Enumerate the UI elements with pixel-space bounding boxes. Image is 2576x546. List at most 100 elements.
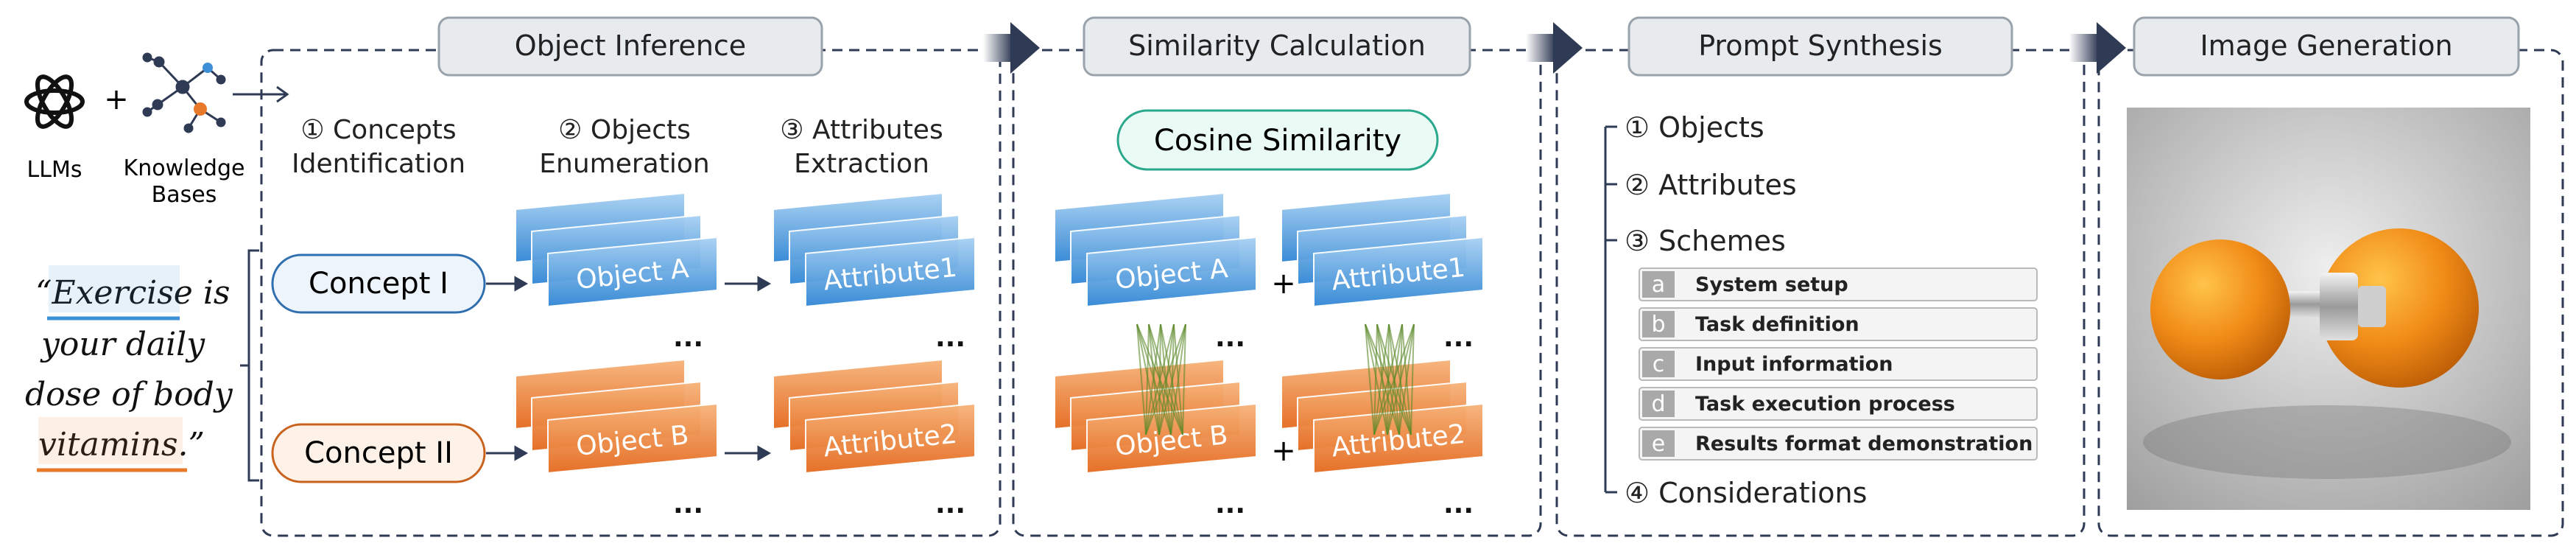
concept-2-label: Concept II: [304, 436, 453, 470]
sim-object-a-stack-card: [1086, 236, 1257, 308]
concept-1-label: Concept I: [309, 267, 448, 301]
generated-image: [2127, 108, 2530, 510]
similarity-link: [1170, 323, 1186, 435]
attribute-1-stack: [773, 192, 976, 308]
prompt-item-attributes: ② Attributes: [1625, 169, 1797, 201]
scheme-list: a System setup b Task definition c Input info…: [1639, 267, 2038, 461]
sim-attribute-1-stack-ellipsis: ...: [1443, 323, 1474, 353]
prompt-item-considerations: ④ Considerations: [1625, 477, 1867, 509]
scheme-letter-badge: [1642, 351, 1675, 377]
llm-logo-icon: [24, 74, 85, 129]
step-concepts-1: ① Concepts: [300, 115, 456, 145]
quote-bracket: [240, 249, 259, 482]
highlight-exercise: [49, 265, 180, 312]
scheme-letter-badge: [1642, 311, 1675, 337]
similarity-link: [1373, 323, 1390, 435]
prompt-item-objects: ① Objects: [1625, 111, 1764, 144]
panel-prompt-synthesis: [1555, 49, 2086, 537]
sim-object-a-stack-ellipsis: ...: [1215, 323, 1245, 353]
scheme-label: Task execution process: [1695, 393, 1955, 416]
concept-1-box: [271, 253, 486, 314]
step-attributes-2: Extraction: [794, 149, 929, 179]
cosine-similarity-label: Cosine Similarity: [1154, 124, 1401, 158]
stage-title-image-generation: Image Generation: [2200, 29, 2452, 62]
similarity-link: [1145, 323, 1161, 435]
sim-object-b-stack-card: [1086, 402, 1257, 475]
object-b-stack-ellipsis: ...: [673, 489, 703, 519]
scheme-letter-badge: [1642, 391, 1675, 417]
object-b-stack-card: [547, 402, 718, 475]
plus-lower: +: [1271, 434, 1296, 468]
quote-line-4: vitamins.”: [38, 426, 205, 463]
scheme-label: Task definition: [1695, 313, 1859, 336]
similarity-link: [1182, 323, 1186, 435]
panel-similarity-calculation: [1012, 49, 1542, 537]
scheme-letter: c: [1653, 351, 1665, 377]
plus-upper: +: [1271, 267, 1296, 301]
scheme-label: Input information: [1695, 353, 1893, 376]
similarity-link: [1365, 323, 1375, 435]
orange-left-icon: [2150, 239, 2290, 379]
knowledge-label-1: Knowledge: [124, 155, 245, 181]
scheme-item-e: e Results format demonstration: [1639, 427, 2038, 461]
scheme-letter-badge: [1642, 430, 1675, 457]
similarity-link: [1136, 323, 1147, 435]
similarity-link: [1410, 323, 1415, 435]
scheme-letter: e: [1652, 431, 1665, 457]
quote-line-2: your daily: [40, 326, 205, 363]
sim-attribute-1-stack-card: [1313, 236, 1484, 308]
attribute-2-stack-card: [805, 402, 976, 475]
attribute-1-stack-ellipsis: ...: [935, 323, 965, 353]
step-concepts-2: Identification: [292, 149, 465, 179]
similarity-link: [1373, 323, 1403, 435]
stage-title-prompt-synthesis: Prompt Synthesis: [1698, 29, 1943, 62]
similarity-link: [1373, 323, 1378, 435]
prompt-tree-line: [1604, 125, 1617, 494]
similarity-lines: [1136, 323, 1415, 435]
flow-arrows-object-inference: [486, 276, 772, 461]
similarity-link: [1158, 323, 1186, 435]
orange-right-icon: [2320, 228, 2479, 388]
similarity-link: [1145, 323, 1175, 435]
sim-attribute-2-stack-card: [1313, 402, 1484, 475]
object-a-stack-ellipsis: ...: [673, 323, 703, 353]
similarity-link: [1145, 323, 1186, 435]
attribute-2-stack-ellipsis: ...: [935, 489, 965, 519]
stage-title-object-inference: Object Inference: [515, 29, 746, 62]
object-a-stack-card: [547, 236, 718, 308]
attribute-1-stack-card: [805, 236, 976, 308]
scheme-item-a: a System setup: [1639, 267, 2038, 301]
stage-arrow-2: [1526, 22, 1583, 74]
prompt-item-schemes: ③ Schemes: [1625, 225, 1786, 257]
similarity-link: [1373, 323, 1415, 435]
stage-arrow-1: [983, 22, 1040, 74]
scheme-item-d: d Task execution process: [1639, 387, 2038, 421]
quote-line-1: “Exercise is: [35, 274, 230, 312]
object-a-stack: [515, 192, 718, 308]
cosine-similarity-pill: [1116, 109, 1439, 171]
plus-sign: +: [104, 83, 129, 116]
step-objects-1: ② Objects: [558, 115, 691, 145]
scheme-item-b: b Task definition: [1639, 307, 2038, 341]
quote-text: “Exercise is your daily dose of body vit…: [25, 274, 233, 463]
scheme-letter: b: [1651, 312, 1665, 337]
scheme-label: Results format demonstration: [1695, 433, 2033, 455]
concept-2-box: [271, 423, 486, 483]
sim-object-a-stack: [1054, 192, 1257, 308]
scheme-label: System setup: [1695, 273, 1848, 296]
stage-arrow-3: [2069, 22, 2126, 74]
sim-object-b-stack-ellipsis: ...: [1215, 489, 1245, 519]
quote-line-3: dose of body: [25, 376, 233, 413]
stage-arrows: [983, 22, 2126, 74]
input-arrow: [233, 85, 289, 103]
knowledge-label-2: Bases: [152, 182, 217, 208]
stage-title-similarity-calculation: Similarity Calculation: [1128, 29, 1426, 62]
object-b-stack: [515, 358, 718, 475]
sim-attribute-1-stack: [1281, 192, 1484, 308]
scheme-letter: a: [1652, 272, 1665, 298]
scheme-letter-badge: [1642, 271, 1675, 298]
similarity-link: [1145, 323, 1150, 435]
scheme-item-c: c Input information: [1639, 347, 2038, 381]
similarity-link: [1387, 323, 1415, 435]
